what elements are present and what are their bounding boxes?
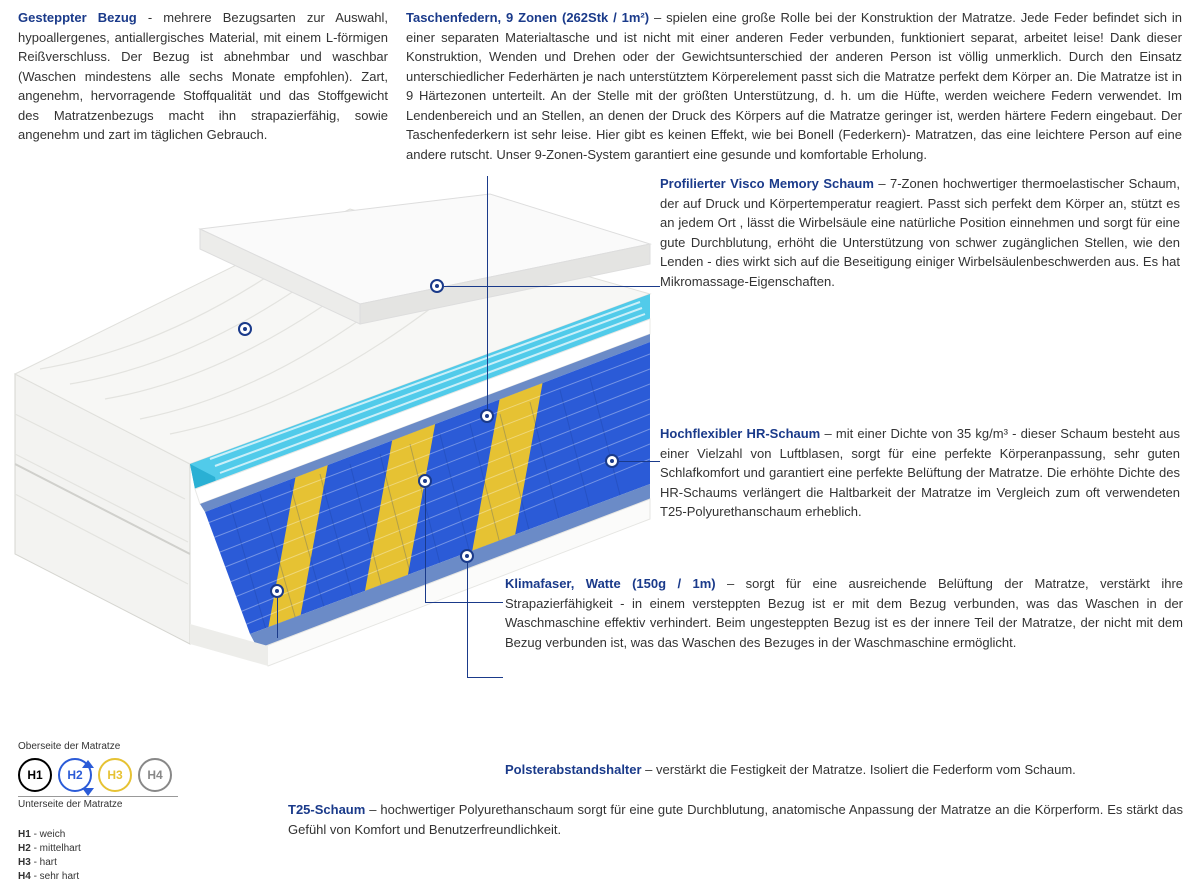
marker-federn xyxy=(480,409,494,423)
polster-text: – verstärkt die Festigkeit der Matratze.… xyxy=(642,762,1076,777)
federn-text: – spielen eine große Rolle bei der Konst… xyxy=(406,10,1182,162)
section-t25: T25-Schaum – hochwertiger Polyurethansch… xyxy=(288,800,1183,839)
legend-top-label: Oberseite der Matratze xyxy=(18,739,178,754)
legend-arrows-icon xyxy=(68,756,108,800)
t25-title: T25-Schaum xyxy=(288,802,365,817)
federn-title: Taschenfedern, 9 Zonen (262Stk / 1m²) xyxy=(406,10,649,25)
section-visco: Profilierter Visco Memory Schaum – 7-Zon… xyxy=(660,174,1180,291)
klima-title: Klimafaser, Watte (150g / 1m) xyxy=(505,576,716,591)
marker-hr xyxy=(605,454,619,468)
section-polster: Polsterabstandshalter – verstärkt die Fe… xyxy=(505,760,1183,780)
legend-h4: H4 xyxy=(138,758,172,792)
section-hr: Hochflexibler HR-Schaum – mit einer Dich… xyxy=(660,424,1180,522)
bezug-title: Gesteppter Bezug xyxy=(18,10,137,25)
polster-title: Polsterabstandshalter xyxy=(505,762,642,777)
marker-klima xyxy=(418,474,432,488)
hr-title: Hochflexibler HR-Schaum xyxy=(660,426,820,441)
legend-h1: H1 xyxy=(18,758,52,792)
marker-t25 xyxy=(270,584,284,598)
t25-text: – hochwertiger Polyurethanschaum sorgt f… xyxy=(288,802,1183,837)
visco-title: Profilierter Visco Memory Schaum xyxy=(660,176,874,191)
marker-bezug xyxy=(238,322,252,336)
hardness-legend: Oberseite der Matratze H1 H2 H3 H4 Unter… xyxy=(18,739,178,884)
legend-circles: H1 H2 H3 H4 xyxy=(18,758,178,792)
legend-h-list: H1 - weich H2 - mittelhart H3 - hart H4 … xyxy=(18,828,178,884)
marker-polster xyxy=(460,549,474,563)
visco-text: – 7-Zonen hochwertiger thermoelastischer… xyxy=(660,176,1180,289)
section-bezug: Gesteppter Bezug - mehrere Bezugsarten z… xyxy=(18,8,388,164)
marker-visco xyxy=(430,279,444,293)
bezug-text: - mehrere Bezugsarten zur Auswahl, hypoa… xyxy=(18,10,388,142)
section-klima: Klimafaser, Watte (150g / 1m) – sorgt fü… xyxy=(505,574,1183,652)
section-federn: Taschenfedern, 9 Zonen (262Stk / 1m²) – … xyxy=(406,8,1182,164)
